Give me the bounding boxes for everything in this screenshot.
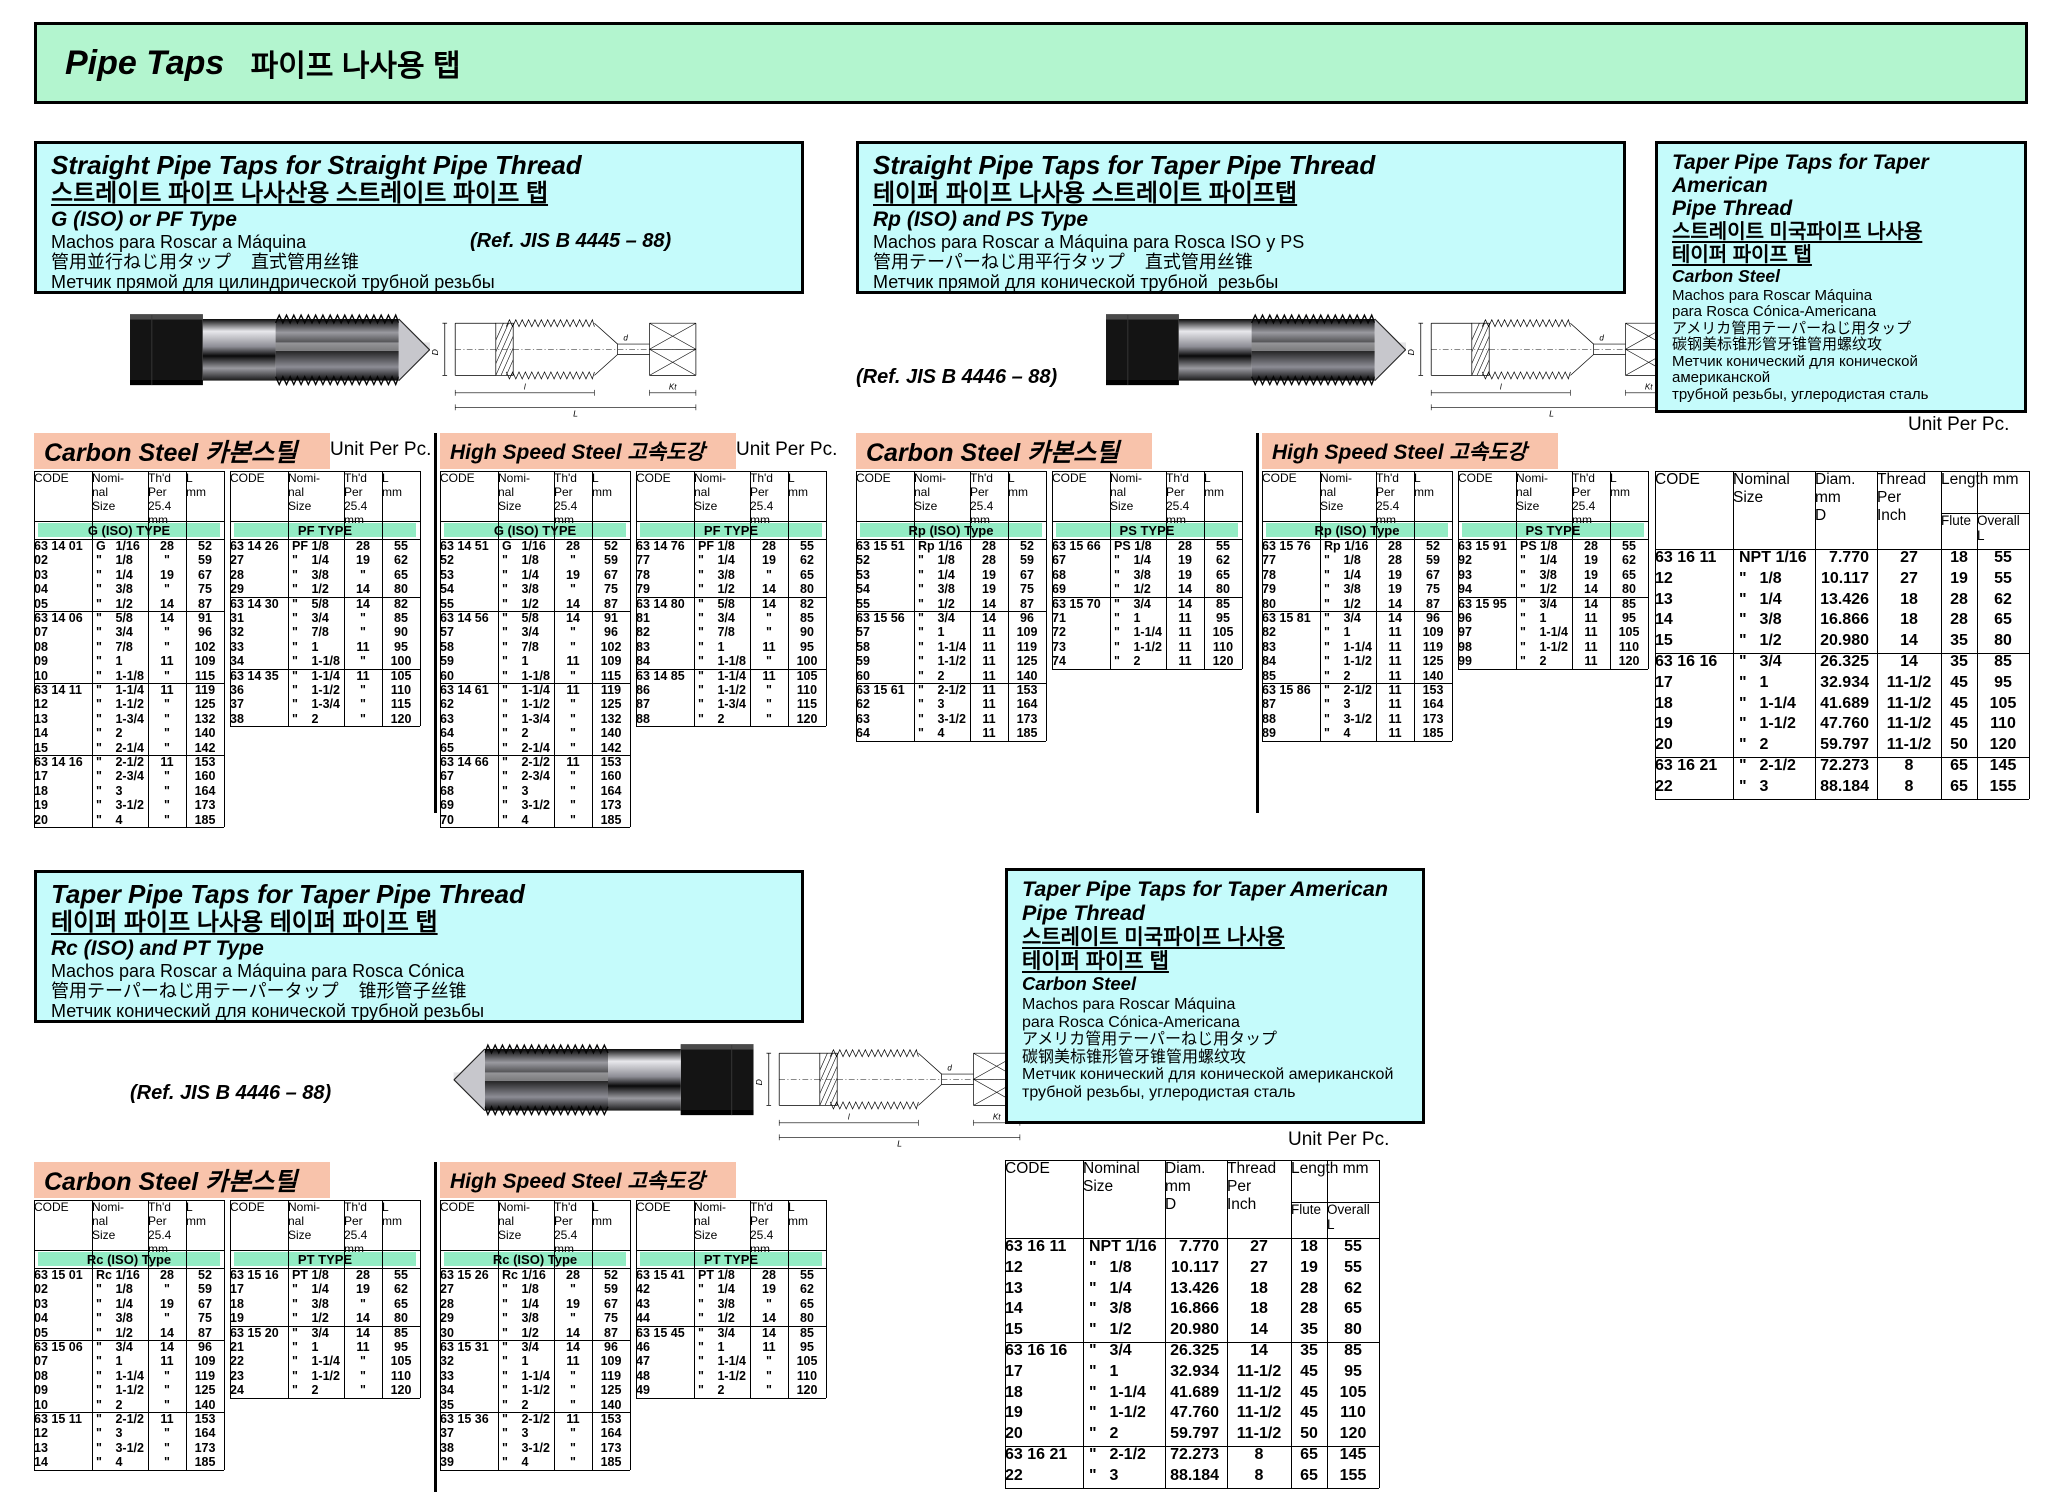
svg-text:D: D: [1408, 349, 1416, 355]
svg-text:L: L: [897, 1139, 902, 1149]
svg-text:L: L: [573, 409, 578, 419]
svg-text:D: D: [432, 349, 440, 355]
svg-text:d: d: [623, 334, 628, 343]
svg-text:Kt: Kt: [669, 382, 677, 391]
svg-text:l: l: [524, 382, 526, 391]
svg-text:d: d: [947, 1064, 952, 1073]
svg-text:d: d: [1599, 334, 1604, 343]
svg-text:l: l: [1500, 382, 1502, 391]
svg-text:l: l: [848, 1112, 850, 1121]
svg-text:L: L: [1549, 409, 1554, 419]
svg-text:D: D: [756, 1079, 764, 1085]
svg-text:Kt: Kt: [1645, 382, 1653, 391]
svg-text:Kt: Kt: [993, 1112, 1001, 1121]
